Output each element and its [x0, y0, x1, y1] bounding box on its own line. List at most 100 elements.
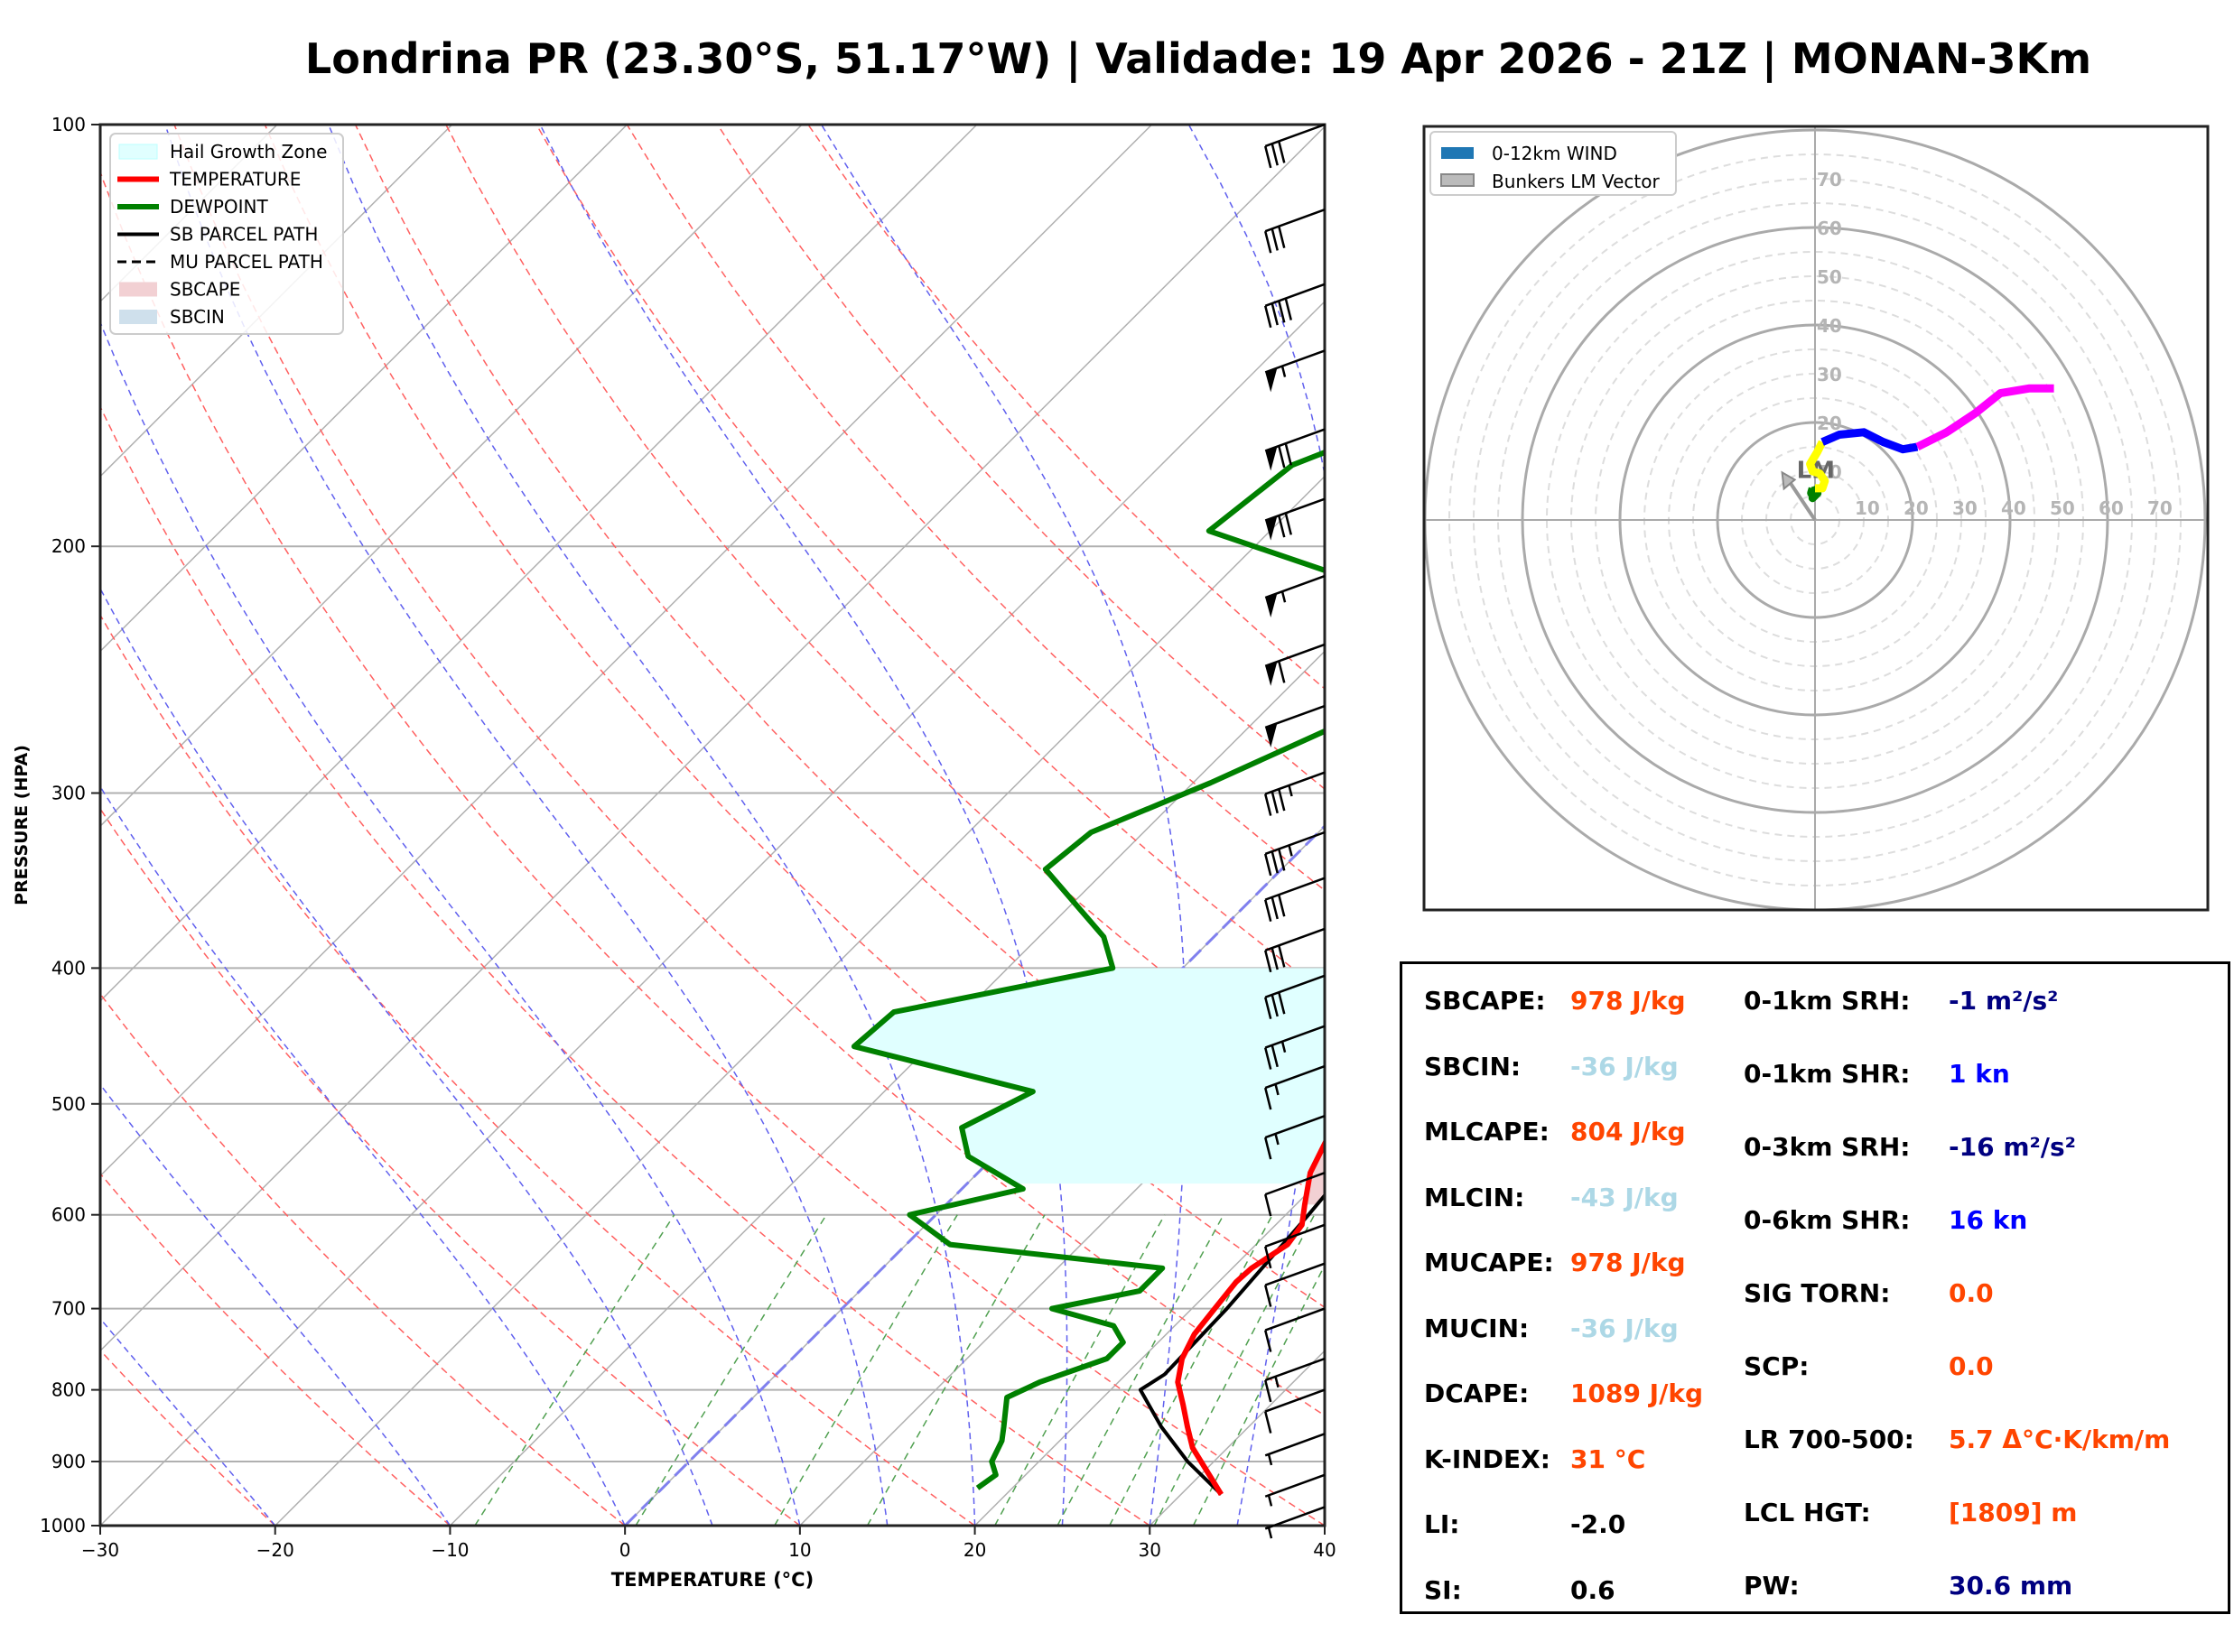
wind-barb-staff — [1264, 1025, 1326, 1049]
y-tick-label: 600 — [51, 1204, 86, 1226]
wind-barb — [1264, 1172, 1326, 1217]
wind-barb-feather — [1264, 230, 1272, 254]
hodograph-legend: 0-12km WIND Bunkers LM Vector — [1429, 131, 1677, 196]
wind-barb-half-feather — [1274, 1376, 1280, 1388]
y-tick-label: 900 — [51, 1451, 86, 1472]
wind-barb-staff — [1264, 574, 1326, 599]
wind-barb-staff — [1264, 283, 1326, 307]
stat-value: 978 J/kg — [1570, 986, 1686, 1016]
wind-barb — [1264, 1357, 1326, 1403]
dry-adiabat — [626, 125, 1325, 892]
wind-barb-staff — [1264, 1262, 1326, 1286]
dry-adiabat — [716, 125, 1325, 791]
wind-barb-staff — [1264, 123, 1326, 148]
stat-value: -16 m²/s² — [1949, 1132, 2076, 1162]
wind-barb-feather — [1264, 899, 1272, 922]
wind-barb-feather — [1264, 305, 1272, 329]
freezing-isotherm — [624, 824, 1325, 1526]
mixing-ratio-line — [474, 1214, 675, 1526]
wind-barb-feather — [1264, 1330, 1272, 1352]
stat-label: 0-1km SRH: — [1744, 986, 1911, 1016]
wind-barb — [1264, 1223, 1326, 1269]
wind-barb-flag — [1265, 446, 1278, 471]
wind-barb-staff — [1264, 497, 1326, 522]
dry-adiabat — [100, 1172, 451, 1526]
wind-barb-feather — [1278, 788, 1286, 812]
wind-barb-feather — [1271, 896, 1279, 920]
y-tick-label: 500 — [51, 1093, 86, 1115]
hodograph-ring-label-x: 60 — [2099, 497, 2124, 519]
temperature-line — [1175, 1137, 1325, 1496]
isotherm — [100, 125, 978, 1002]
isotherm — [100, 125, 628, 653]
wind-barb-staff — [1264, 1473, 1326, 1498]
wind-barb-feather — [1271, 994, 1279, 1017]
legend-label: SBCAPE — [170, 279, 240, 301]
wind-barb-feather — [1278, 661, 1286, 683]
wind-barb — [1264, 877, 1326, 922]
wind-barb-feather — [1264, 1137, 1272, 1160]
wind-barb-feather — [1278, 945, 1286, 968]
dry-adiabat — [100, 992, 626, 1526]
stat-value: 0.6 — [1570, 1574, 1615, 1605]
wind-barb-staff — [1264, 974, 1326, 998]
legend-box — [109, 133, 344, 335]
hodograph-ring-label-y: 20 — [1817, 413, 1842, 434]
stat-label: 0-3km SRH: — [1744, 1132, 1911, 1162]
wind-barb-feather — [1264, 1411, 1272, 1434]
dry-adiabat — [100, 404, 1150, 1526]
wind-barb-half-feather — [1288, 845, 1293, 857]
wind-barb — [1264, 704, 1326, 747]
wind-barb — [1264, 1114, 1326, 1160]
wind-barb — [1264, 974, 1326, 1020]
hodograph-ring-label-y: 50 — [1817, 266, 1842, 288]
mixing-ratio-line — [1192, 1264, 1325, 1526]
mixing-ratio-line — [866, 1214, 1046, 1526]
hodograph-ring-label-y: 30 — [1817, 364, 1842, 385]
hodograph-segment — [1820, 428, 1919, 454]
wind-barb-feather — [1264, 1379, 1272, 1403]
wind-barb — [1264, 831, 1326, 877]
stat-value: 16 kn — [1949, 1205, 2028, 1235]
legend-label: Hail Growth Zone — [170, 141, 327, 162]
legend-label: SBCIN — [170, 306, 225, 328]
hail-growth-zone-fill — [853, 968, 1325, 1184]
wind-barb-staff — [1264, 209, 1326, 233]
moist-adiabat — [820, 125, 1187, 1526]
wind-barb-feather — [1264, 1047, 1272, 1070]
stat-value: 804 J/kg — [1570, 1117, 1686, 1146]
wind-barb-feather — [1284, 442, 1292, 466]
stat-label: MLCIN: — [1424, 1182, 1525, 1212]
moist-adiabat — [100, 1083, 451, 1526]
wind-barb — [1264, 1064, 1326, 1110]
stat-label: DCAPE: — [1424, 1378, 1530, 1408]
x-tick-label: 0 — [619, 1539, 631, 1561]
wind-barb-flag — [1265, 515, 1278, 541]
stat-label: SIG TORN: — [1744, 1278, 1891, 1308]
wind-barb-staff — [1264, 927, 1326, 952]
wind-barb-flag — [1265, 593, 1278, 618]
stat-label: 0-6km SHR: — [1744, 1205, 1911, 1235]
y-axis-label: PRESSURE (HPA) — [12, 745, 32, 905]
wind-barb-feather — [1264, 794, 1272, 816]
wind-barb-feather — [1284, 513, 1292, 535]
mixing-ratio-line — [994, 1214, 1166, 1526]
stat-value: 0.0 — [1949, 1278, 1994, 1308]
hodograph-ring-label-x: 50 — [2050, 497, 2075, 519]
stat-label: LI: — [1424, 1509, 1460, 1539]
x-tick-label: 40 — [1313, 1539, 1336, 1561]
wind-barb-flag — [1265, 723, 1278, 747]
wind-barb — [1264, 1262, 1326, 1307]
stat-label: SCP: — [1744, 1351, 1810, 1381]
isotherm — [100, 300, 1325, 1526]
wind-barb — [1264, 574, 1326, 618]
hodograph-ring-label-y: 60 — [1817, 218, 1842, 239]
x-tick-label: 30 — [1139, 1539, 1161, 1561]
dry-adiabat — [100, 1349, 276, 1526]
dry-adiabat — [100, 613, 976, 1526]
wind-barb-staff — [1264, 877, 1326, 901]
wind-barb-half-feather — [1267, 1495, 1273, 1507]
stat-label: LCL HGT: — [1744, 1498, 1871, 1527]
wind-barb-staff — [1264, 771, 1326, 795]
